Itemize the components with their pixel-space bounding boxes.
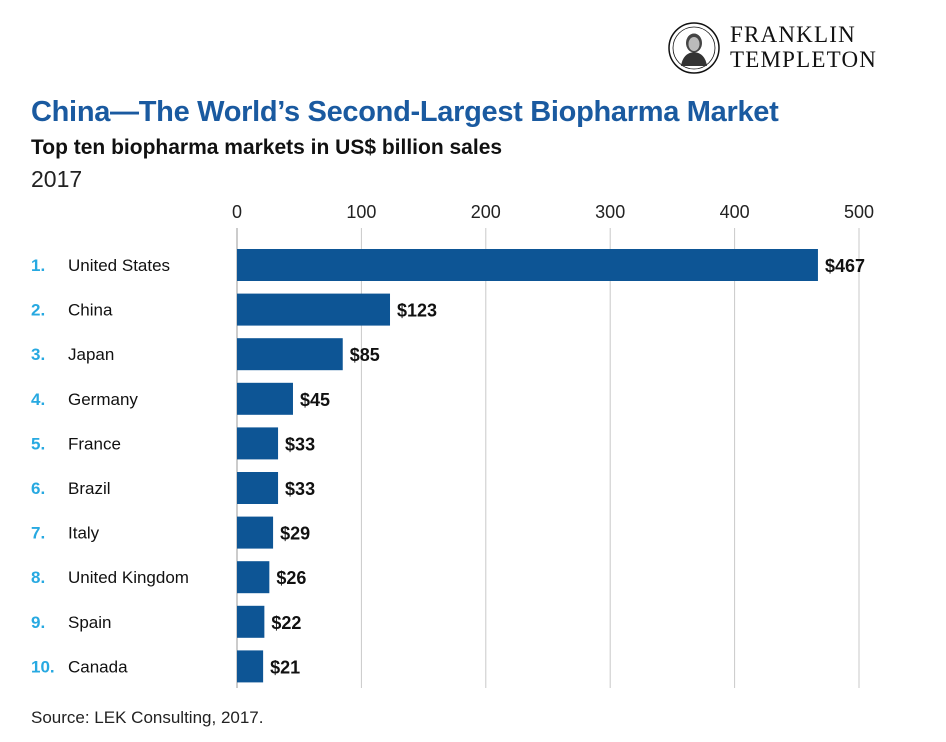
category-label-5: Brazil: [68, 479, 111, 498]
rank-label-7: 8.: [31, 568, 45, 587]
brand-line-2: TEMPLETON: [730, 47, 878, 72]
value-label-0: $467: [825, 256, 865, 276]
x-tick-label-200: 200: [471, 202, 501, 222]
bar-7: [237, 561, 270, 594]
category-label-2: Japan: [68, 345, 114, 364]
bar-2: [237, 338, 343, 371]
bars: $467 $123 $85 $45 $33 $33 $29 $26 $22 $21: [237, 249, 865, 683]
category-label-7: United Kingdom: [68, 568, 189, 587]
value-label-2: $85: [350, 345, 380, 365]
category-label-0: United States: [68, 256, 170, 275]
bar-8: [237, 605, 265, 638]
chart-year: 2017: [31, 166, 83, 192]
category-label-6: Italy: [68, 524, 100, 543]
rank-label-9: 10.: [31, 657, 55, 676]
rank-label-5: 6.: [31, 479, 45, 498]
source-note: Source: LEK Consulting, 2017.: [31, 708, 264, 727]
bar-chart: 0 100 200 300 400 500 $467 $123 $85 $45 $33 $33 $29…: [31, 202, 874, 688]
brand-line-1: FRANKLIN: [730, 22, 856, 47]
rank-label-0: 1.: [31, 256, 45, 275]
category-label-1: China: [68, 301, 113, 320]
rank-label-2: 3.: [31, 345, 45, 364]
rank-label-1: 2.: [31, 301, 45, 320]
bar-3: [237, 382, 293, 415]
value-label-4: $33: [285, 434, 315, 454]
bar-9: [237, 650, 264, 683]
rank-label-3: 4.: [31, 390, 45, 409]
bar-5: [237, 472, 279, 504]
bar-0: [237, 249, 818, 281]
franklin-portrait-seal-icon: [668, 22, 720, 74]
value-label-9: $21: [270, 657, 300, 677]
x-axis-ticks: 0 100 200 300 400 500: [232, 202, 874, 222]
bar-4: [237, 427, 279, 460]
category-labels: 1. United States 2. China 3. Japan 4. Germany 5.…: [31, 256, 189, 676]
value-label-3: $45: [300, 390, 330, 410]
value-label-7: $26: [276, 568, 306, 588]
franklin-templeton-logo: FRANKLIN TEMPLETON: [668, 22, 908, 74]
bar-1: [237, 293, 391, 326]
category-label-8: Spain: [68, 613, 111, 632]
bar-6: [237, 516, 274, 549]
value-label-8: $22: [271, 613, 301, 633]
chart-title: China—The World’s Second-Largest Biophar…: [31, 96, 779, 128]
category-label-3: Germany: [68, 390, 138, 409]
rank-label-8: 9.: [31, 613, 45, 632]
rank-label-4: 5.: [31, 434, 45, 453]
x-tick-label-400: 400: [720, 202, 750, 222]
category-label-4: France: [68, 434, 121, 453]
value-label-5: $33: [285, 479, 315, 499]
category-label-9: Canada: [68, 657, 128, 676]
x-tick-label-100: 100: [346, 202, 376, 222]
rank-label-6: 7.: [31, 524, 45, 543]
value-label-1: $123: [397, 301, 437, 321]
chart-subtitle: Top ten biopharma markets in US$ billion…: [31, 136, 503, 159]
x-tick-label-300: 300: [595, 202, 625, 222]
x-tick-label-500: 500: [844, 202, 874, 222]
value-label-6: $29: [280, 524, 310, 544]
x-tick-label-0: 0: [232, 202, 242, 222]
